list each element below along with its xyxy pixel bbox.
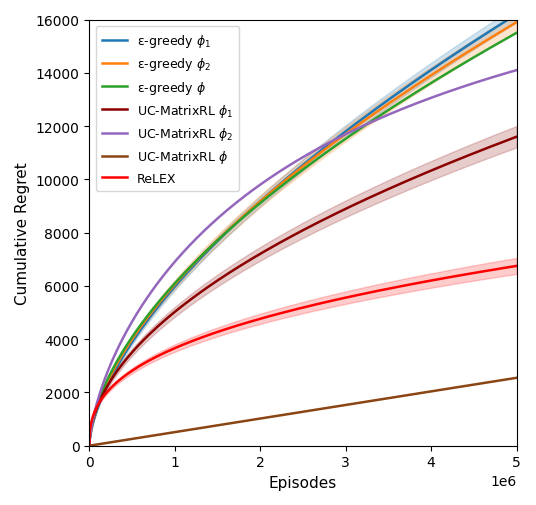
ε-greedy $\phi_1$ <box>259 197 265 203</box>
ReLEX <box>419 280 426 286</box>
ε-greedy $\phi_1$ <box>130 338 136 344</box>
ReLEX <box>259 316 265 322</box>
ε-greedy $\phi_1$ <box>274 184 281 190</box>
UC-MatrixRL $\phi$ <box>259 416 265 422</box>
ε-greedy $\phi_1$ <box>419 74 426 80</box>
ε-greedy $\phi_1$ <box>379 102 386 108</box>
UC-MatrixRL $\phi$ <box>379 396 386 402</box>
UC-MatrixRL $\phi_2$ <box>419 99 426 105</box>
UC-MatrixRL $\phi_2$ <box>86 443 93 449</box>
UC-MatrixRL $\phi_1$ <box>130 348 136 355</box>
ReLEX <box>130 368 136 374</box>
ε-greedy $\phi$ <box>513 31 520 37</box>
UC-MatrixRL $\phi_1$ <box>379 189 386 195</box>
UC-MatrixRL $\phi_2$ <box>274 171 281 177</box>
UC-MatrixRL $\phi$ <box>86 443 93 449</box>
ε-greedy $\phi$ <box>419 86 426 92</box>
Line: UC-MatrixRL $\phi_1$: UC-MatrixRL $\phi_1$ <box>90 137 517 446</box>
Legend: ε-greedy $\phi_1$, ε-greedy $\phi_2$, ε-greedy $\phi$, UC-MatrixRL $\phi_1$, UC-: ε-greedy $\phi_1$, ε-greedy $\phi_2$, ε-… <box>95 27 240 191</box>
UC-MatrixRL $\phi_1$ <box>419 172 426 178</box>
UC-MatrixRL $\phi_1$ <box>259 250 265 256</box>
X-axis label: Episodes: Episodes <box>269 475 337 490</box>
ε-greedy $\phi$ <box>86 443 93 449</box>
ε-greedy $\phi_2$ <box>259 197 265 204</box>
UC-MatrixRL $\phi$ <box>427 389 434 395</box>
ε-greedy $\phi_1$ <box>86 443 93 449</box>
UC-MatrixRL $\phi_2$ <box>513 68 520 74</box>
ReLEX <box>427 278 434 284</box>
UC-MatrixRL $\phi_2$ <box>379 115 386 121</box>
UC-MatrixRL $\phi$ <box>274 413 281 419</box>
ε-greedy $\phi_2$ <box>274 184 281 190</box>
UC-MatrixRL $\phi$ <box>513 375 520 381</box>
UC-MatrixRL $\phi_2$ <box>130 318 136 324</box>
ε-greedy $\phi_2$ <box>379 106 386 112</box>
Line: UC-MatrixRL $\phi$: UC-MatrixRL $\phi$ <box>90 378 517 446</box>
ε-greedy $\phi_2$ <box>419 79 426 85</box>
Line: ε-greedy $\phi$: ε-greedy $\phi$ <box>90 34 517 446</box>
ReLEX <box>513 263 520 269</box>
Line: UC-MatrixRL $\phi_2$: UC-MatrixRL $\phi_2$ <box>90 71 517 446</box>
UC-MatrixRL $\phi_2$ <box>427 96 434 102</box>
ReLEX <box>379 287 386 293</box>
UC-MatrixRL $\phi$ <box>130 436 136 442</box>
ε-greedy $\phi$ <box>130 333 136 339</box>
Line: ε-greedy $\phi_1$: ε-greedy $\phi_1$ <box>90 15 517 446</box>
ε-greedy $\phi$ <box>379 112 386 118</box>
UC-MatrixRL $\phi_1$ <box>274 241 281 247</box>
UC-MatrixRL $\phi$ <box>419 390 426 396</box>
Y-axis label: Cumulative Regret: Cumulative Regret <box>15 162 30 305</box>
ε-greedy $\phi_2$ <box>427 74 434 80</box>
Line: ε-greedy $\phi_2$: ε-greedy $\phi_2$ <box>90 23 517 446</box>
UC-MatrixRL $\phi_2$ <box>259 181 265 187</box>
ε-greedy $\phi_2$ <box>86 443 93 449</box>
ReLEX <box>86 443 93 449</box>
ε-greedy $\phi$ <box>274 187 281 193</box>
Line: ReLEX: ReLEX <box>90 266 517 446</box>
ε-greedy $\phi_1$ <box>513 12 520 18</box>
ε-greedy $\phi$ <box>427 81 434 87</box>
ε-greedy $\phi_2$ <box>130 335 136 341</box>
UC-MatrixRL $\phi_1$ <box>427 169 434 175</box>
ε-greedy $\phi$ <box>259 199 265 205</box>
ε-greedy $\phi_2$ <box>513 20 520 26</box>
ReLEX <box>274 312 281 318</box>
UC-MatrixRL $\phi_1$ <box>513 134 520 140</box>
ε-greedy $\phi_1$ <box>427 68 434 74</box>
UC-MatrixRL $\phi_1$ <box>86 443 93 449</box>
